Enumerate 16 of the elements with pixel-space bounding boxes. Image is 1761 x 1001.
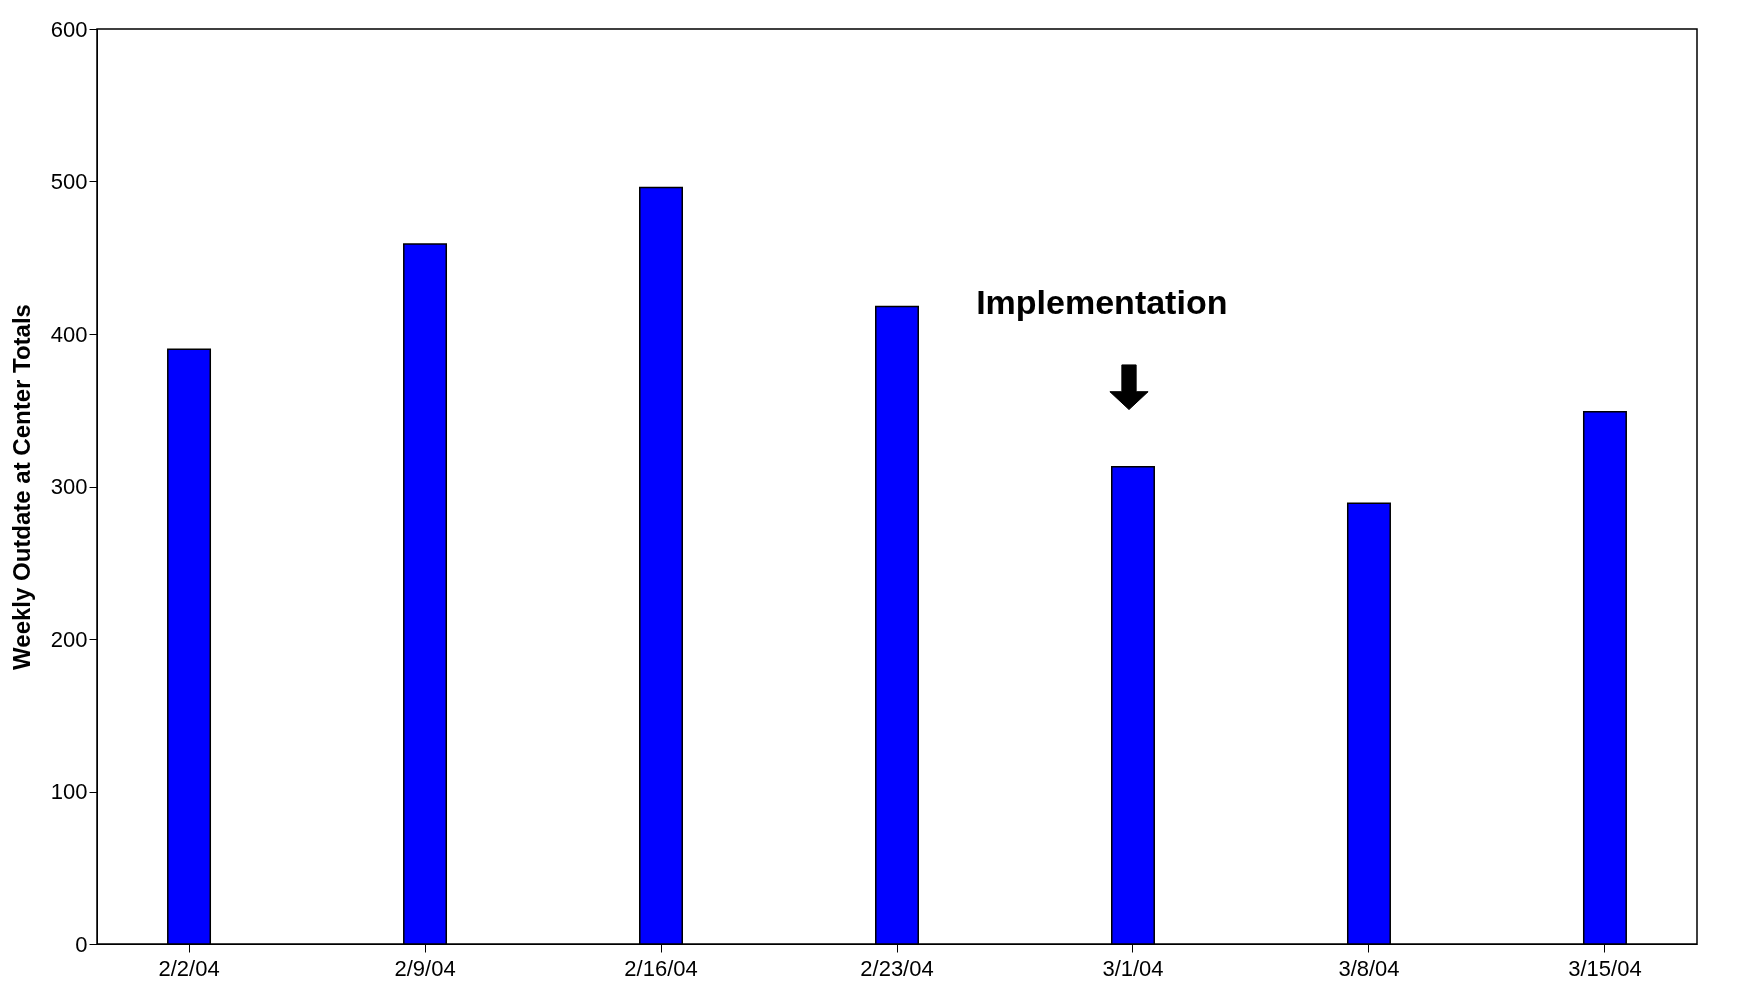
y-tick-label: 100: [50, 779, 88, 804]
y-tick-label: 400: [50, 321, 88, 347]
y-tick-label: 600: [50, 16, 88, 42]
y-tick-label: 300: [50, 474, 88, 499]
y-axis-title: Weekly Outdate at Center Totals: [7, 304, 35, 670]
y-tick-label: 500: [50, 169, 88, 194]
x-tick-label: 2/23/04: [860, 955, 934, 981]
y-tick-label: 200: [50, 626, 88, 652]
x-tick-label: 2/9/04: [394, 955, 456, 981]
x-tick-label: 3/1/04: [1102, 955, 1164, 981]
x-tick-label: 3/8/04: [1338, 955, 1400, 981]
x-tick-label: 2/16/04: [624, 955, 698, 981]
y-tick-label: 0: [75, 931, 88, 957]
x-tick-label: 2/2/04: [158, 955, 220, 981]
x-tick-label: 3/15/04: [1568, 955, 1642, 981]
annotation: Implementation: [976, 282, 1228, 321]
